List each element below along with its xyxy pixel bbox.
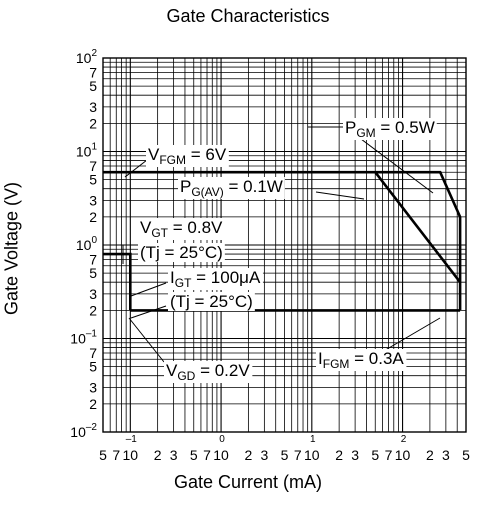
annotation-leader-line [130,282,167,297]
annotation-label: PGM = 0.5W [345,118,435,140]
y-tick-label: 7 [89,345,97,361]
x-tick-label: 5 [190,447,198,463]
x-tick-exponent: –1 [126,434,138,445]
x-tick-label: 2 [154,447,162,463]
y-tick-label: 102 [76,48,98,66]
annotation-label-background [316,349,407,371]
annotation-label: PG(AV) = 0.1W [180,177,283,199]
y-tick-label: 101 [76,142,98,160]
x-tick-label: 7 [112,447,120,463]
x-tick-label: 10 [304,447,320,463]
y-tick-label: 7 [89,64,97,80]
y-tick-label: 10–2 [70,422,97,440]
annotation-leader-line [315,191,365,200]
annotation-label-background [146,145,229,167]
y-tick-label: 2 [89,302,97,318]
x-tick-label: 3 [351,447,359,463]
annotation-label: VFGM = 6V [148,145,227,167]
series-line [103,170,462,311]
chart-title: Gate Characteristics [166,6,330,26]
annotation-label: (Tj = 25°C) [170,292,253,311]
annotation-label-background [168,268,263,290]
y-tick-label: 3 [89,99,97,115]
y-tick-label: 5 [89,359,97,375]
x-axis-label: Gate Current (mA) [173,472,323,492]
annotation-label: VGT = 0.8V [140,218,223,240]
x-tick-label: 3 [260,447,268,463]
y-tick-label: 5 [89,78,97,94]
annotation-label-background [168,292,255,311]
y-axis-label: Gate Voltage (V) [1,181,22,316]
x-tick-exponent: 2 [401,434,407,445]
x-tick-label: 10 [213,447,229,463]
x-tick-label: 3 [170,447,178,463]
annotation-label: IGT = 100μA [170,268,261,290]
x-tick-label: 5 [281,447,289,463]
y-tick-label: 2 [89,396,97,412]
y-tick-label: 5 [89,265,97,281]
annotation-label-background [138,243,225,262]
series-line [374,171,462,283]
x-tick-label: 2 [335,447,343,463]
y-tick-label: 3 [89,192,97,208]
annotation-label-background [343,118,437,140]
y-tick-label: 7 [89,158,97,174]
y-tick-label: 3 [89,286,97,302]
x-tick-exponent: 1 [310,434,316,445]
x-tick-label: 10 [395,447,411,463]
annotation-leader-line [130,305,167,319]
x-tick-label: 2 [244,447,252,463]
annotation-label-background [164,361,253,383]
x-tick-label: 7 [385,447,393,463]
y-tick-label: 2 [89,209,97,225]
x-tick-exponent: 0 [219,434,225,445]
series-line [103,252,132,311]
x-tick-label: 7 [203,447,211,463]
annotation-leader-line [124,159,148,178]
y-tick-label: 2 [89,115,97,131]
y-tick-label: 10–1 [70,329,97,347]
y-tick-label: 7 [89,251,97,267]
annotation-label: IFGM = 0.3A [318,349,404,371]
x-tick-label: 5 [371,447,379,463]
annotation-label-background [178,177,285,199]
annotation-label-background [138,218,226,240]
annotation-label: (Tj = 25°C) [140,243,223,262]
x-tick-label: 7 [294,447,302,463]
y-tick-label: 5 [89,172,97,188]
y-tick-label: 100 [76,235,98,253]
x-tick-label: 2 [426,447,434,463]
x-tick-label: 5 [462,447,470,463]
plot-frame [102,57,467,433]
x-tick-label: 5 [99,447,107,463]
y-tick-label: 3 [89,379,97,395]
x-tick-label: 3 [442,447,450,463]
annotation-leader-line [381,317,441,353]
x-tick-label: 10 [123,447,139,463]
annotation-leader-line [128,317,165,363]
annotation-label: VGD = 0.2V [166,361,250,383]
